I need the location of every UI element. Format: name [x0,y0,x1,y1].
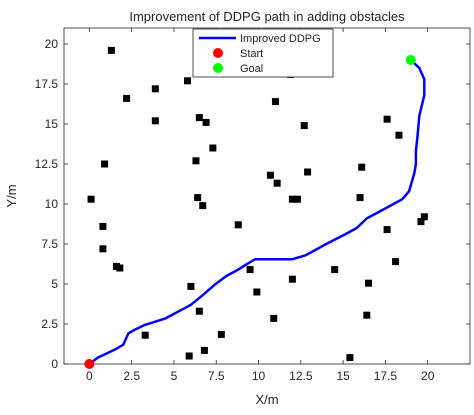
obstacle-marker [209,144,217,152]
chart-title: Improvement of DDPG path in adding obsta… [129,9,405,24]
x-tick-label: 20 [421,369,435,383]
obstacle-marker [187,282,195,290]
y-tick-label: 20 [45,37,59,51]
obstacle-marker [346,354,354,362]
legend-start-label: Start [240,48,263,60]
legend: Improved DDPG Start Goal [192,28,334,78]
legend-goal-label: Goal [240,63,263,75]
obstacle-marker [99,245,107,253]
x-tick-label: 10 [252,369,266,383]
obstacle-marker [246,266,254,274]
start-point-marker [84,359,95,369]
y-tick-label: 7.5 [41,237,58,251]
obstacle-marker [358,163,366,171]
goal-point-marker [405,55,416,65]
ddpg-path-line [88,59,426,365]
obstacle-marker [293,195,301,203]
y-axis-label: Y/m [4,184,19,207]
obstacle-marker [217,330,225,338]
obstacle-marker [194,194,202,202]
obstacle-marker [87,195,95,203]
obstacle-marker [123,94,131,102]
obstacle-marker [331,266,339,274]
y-axis-ticks: 0 2.5 5 7.5 10 12.5 15 17.5 20 [35,37,470,371]
obstacle-marker [116,264,124,272]
obstacle-marker [195,114,203,122]
obstacle-marker [356,194,364,202]
obstacle-marker [183,77,191,85]
obstacle-marker [365,279,372,287]
obstacle-marker [383,226,391,234]
legend-start-swatch [213,48,223,58]
y-tick-label: 0 [51,357,58,371]
obstacle-marker [99,222,107,230]
x-axis-ticks: 0 2.5 5 7.5 10 12.5 15 17.5 20 [86,28,435,383]
y-tick-label: 15 [45,117,59,131]
x-axis-label: X/m [255,392,278,407]
legend-goal-swatch [213,63,223,73]
path-layer [88,59,426,365]
obstacle-marker [151,117,159,125]
obstacle-marker [288,275,296,283]
obstacle-marker [192,157,200,165]
obstacle-marker [199,202,207,210]
obstacle-marker [141,331,149,339]
obstacle-marker [253,288,261,296]
obstacle-marker [420,213,428,221]
obstacles-layer [87,46,428,362]
obstacle-marker [185,352,193,360]
obstacle-marker [392,258,400,266]
y-tick-label: 10 [45,197,59,211]
obstacle-marker [363,311,371,319]
plot-area [63,27,471,365]
x-tick-label: 2.5 [123,369,140,383]
x-tick-label: 17.5 [374,369,398,383]
obstacle-marker [304,168,312,176]
y-tick-label: 2.5 [41,317,58,331]
x-tick-label: 5 [171,369,178,383]
x-tick-label: 7.5 [208,369,225,383]
obstacle-marker [273,179,281,187]
obstacle-marker [288,195,296,203]
obstacle-marker [271,98,279,106]
obstacle-marker [300,122,308,130]
obstacle-marker [417,218,425,226]
obstacle-marker [200,346,208,354]
y-tick-label: 17.5 [35,77,59,91]
obstacle-marker [101,160,109,168]
x-tick-label: 12.5 [289,369,313,383]
obstacle-marker [266,171,274,179]
x-tick-label: 15 [336,369,350,383]
obstacle-marker [202,118,210,126]
markers-layer [84,55,416,369]
obstacle-marker [107,46,115,54]
obstacle-marker [270,314,278,322]
y-tick-label: 12.5 [35,157,59,171]
obstacle-marker [383,115,391,123]
obstacle-marker [195,307,203,315]
obstacle-marker [151,85,159,93]
y-tick-label: 5 [51,277,58,291]
legend-path-label: Improved DDPG [240,33,321,45]
obstacle-marker [395,131,403,139]
obstacle-marker [234,221,242,229]
x-tick-label: 0 [86,369,93,383]
